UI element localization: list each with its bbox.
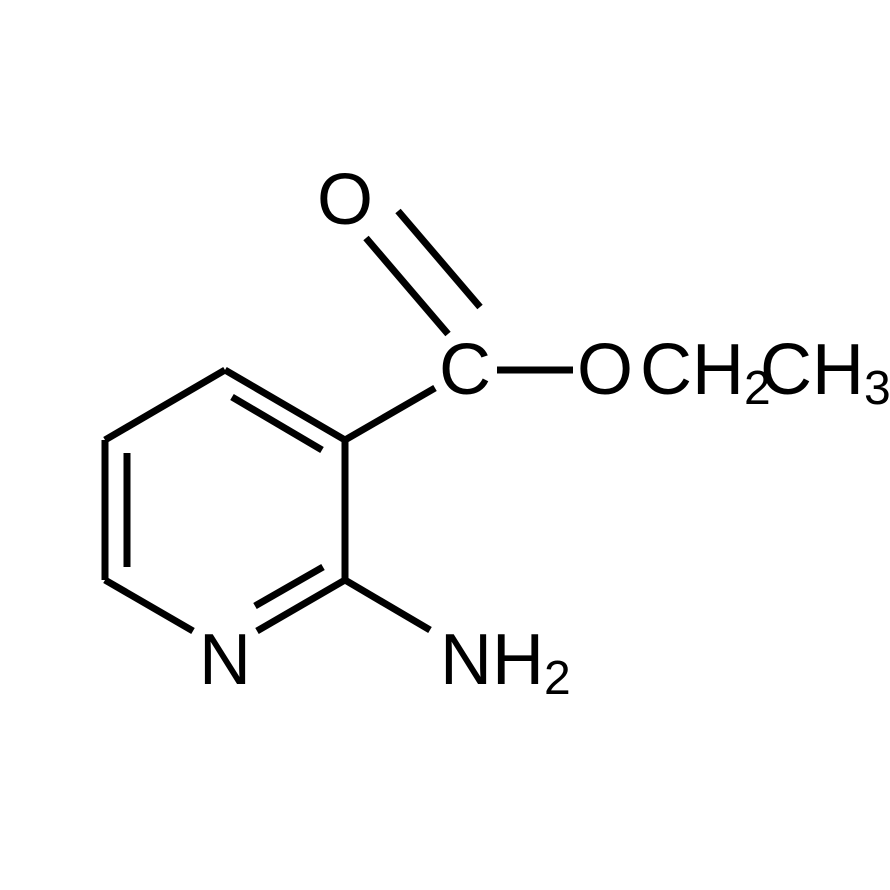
bond-c3-c4-inner [232, 397, 322, 450]
label-o-carbonyl: O [317, 160, 373, 240]
bond-c4-c5 [105, 370, 225, 440]
label-o-ester: O [577, 330, 633, 410]
bond-c2-nh2 [345, 580, 430, 630]
label-c-carbonyl: C [439, 330, 491, 410]
bond-c3-cco [345, 388, 435, 440]
label-ch3: CH3 [760, 330, 890, 415]
bond-n1-c2 [257, 580, 345, 631]
label-nh2: NH2 [440, 620, 571, 705]
bond-c6-n1 [105, 580, 193, 631]
label-ch2: CH2 [640, 330, 771, 415]
molecule-diagram: O C O CH2 CH3 N NH2 [0, 0, 890, 890]
label-n-ring: N [199, 620, 251, 700]
